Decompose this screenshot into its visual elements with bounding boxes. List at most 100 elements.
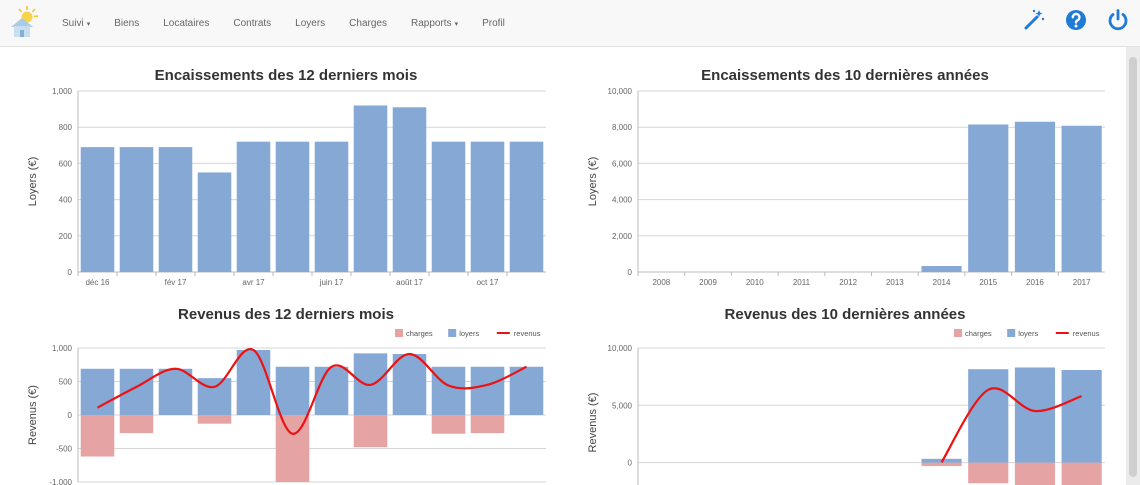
y-tick-label: -1,000 bbox=[49, 478, 72, 485]
bar[interactable] bbox=[80, 147, 115, 272]
x-tick-label: 2009 bbox=[699, 278, 717, 287]
bar[interactable] bbox=[1014, 121, 1056, 272]
caret-down-icon: ▾ bbox=[454, 20, 459, 28]
legend-label: revenus bbox=[1073, 329, 1100, 338]
bar-loyers[interactable] bbox=[392, 354, 427, 415]
bar-charges[interactable] bbox=[921, 462, 962, 467]
bar-loyers[interactable] bbox=[509, 366, 544, 415]
legend-swatch bbox=[395, 329, 403, 337]
x-tick-label: avr 17 bbox=[242, 278, 265, 287]
bar[interactable] bbox=[431, 141, 466, 272]
y-tick-label: 800 bbox=[59, 123, 73, 132]
nav-item-charges[interactable]: Charges bbox=[337, 18, 399, 29]
x-tick-label: 2016 bbox=[1026, 278, 1044, 287]
nav-item-contrats[interactable]: Contrats bbox=[221, 18, 283, 29]
bar-charges[interactable] bbox=[119, 415, 154, 434]
help-icon[interactable] bbox=[1064, 8, 1088, 32]
x-tick-label: 2014 bbox=[933, 278, 951, 287]
x-tick-label: 2013 bbox=[886, 278, 904, 287]
bar[interactable] bbox=[353, 105, 388, 272]
legend-swatch bbox=[448, 329, 457, 337]
bar-charges[interactable] bbox=[1061, 462, 1102, 485]
chart-revenus-12-mois-svg: Revenus des 12 derniers mois -1,000 -500 0 5… bbox=[27, 306, 546, 485]
magic-wand-icon[interactable] bbox=[1022, 8, 1046, 32]
bar[interactable] bbox=[275, 141, 310, 272]
nav-item-label: Charges bbox=[349, 17, 387, 29]
bar[interactable] bbox=[314, 141, 349, 272]
y-tick-label: 500 bbox=[59, 378, 73, 387]
nav-item-suivi[interactable]: Suivi ▾ bbox=[50, 18, 102, 29]
nav-item-loyers[interactable]: Loyers bbox=[283, 18, 337, 29]
line-revenus[interactable] bbox=[940, 387, 1083, 463]
sun-house-logo-icon[interactable] bbox=[8, 5, 40, 39]
nav-item-rapports[interactable]: Rapports ▾ bbox=[399, 18, 470, 29]
legend-swatch bbox=[1007, 329, 1016, 337]
bar-charges[interactable] bbox=[1014, 462, 1056, 485]
bar-loyers[interactable] bbox=[80, 368, 115, 415]
chart-revenus-12-mois: Revenus des 12 derniers mois -1,000 -500 0 5… bbox=[0, 298, 560, 485]
power-icon[interactable] bbox=[1106, 8, 1130, 32]
bar-loyers[interactable] bbox=[275, 366, 310, 415]
bar[interactable] bbox=[470, 141, 505, 272]
bar-charges[interactable] bbox=[353, 415, 388, 448]
chart-title: Revenus des 10 dernières années bbox=[725, 306, 966, 323]
bar-loyers[interactable] bbox=[158, 368, 193, 415]
y-tick-label: 0 bbox=[68, 411, 73, 420]
nav-item-profil[interactable]: Profil bbox=[470, 18, 517, 29]
bar[interactable] bbox=[197, 172, 232, 272]
chart-title: Encaissements des 10 dernières années bbox=[701, 67, 989, 84]
bar-charges[interactable] bbox=[275, 415, 310, 482]
nav-item-label: Profil bbox=[482, 17, 505, 29]
bar-charges[interactable] bbox=[470, 415, 505, 434]
y-tick-label: 200 bbox=[59, 232, 73, 241]
bar[interactable] bbox=[509, 141, 544, 272]
nav-item-biens[interactable]: Biens bbox=[102, 18, 151, 29]
bar-charges[interactable] bbox=[968, 462, 1009, 484]
nav-item-label: Locataires bbox=[163, 17, 210, 29]
bar-loyers[interactable] bbox=[470, 366, 505, 415]
x-tick-label: 2012 bbox=[839, 278, 857, 287]
legend-label: charges bbox=[406, 329, 433, 338]
bar-charges[interactable] bbox=[197, 415, 232, 424]
x-tick-label: 2011 bbox=[793, 278, 811, 287]
y-axis-label: Loyers (€) bbox=[587, 157, 599, 207]
bar-loyers[interactable] bbox=[968, 369, 1009, 463]
nav-item-label: Suivi bbox=[62, 17, 84, 29]
x-tick-label: 2008 bbox=[652, 278, 670, 287]
y-tick-label: 400 bbox=[59, 196, 73, 205]
x-tick-label: déc 16 bbox=[85, 278, 110, 287]
bar-charges[interactable] bbox=[80, 415, 115, 457]
bar[interactable] bbox=[158, 147, 193, 272]
bar-loyers[interactable] bbox=[314, 366, 349, 415]
bar-charges[interactable] bbox=[431, 415, 466, 434]
chart-revenus-10-ans: Revenus des 10 dernières années 0 5,000 10,… bbox=[565, 298, 1125, 485]
bar-loyers[interactable] bbox=[236, 350, 271, 415]
legend-label: charges bbox=[965, 329, 992, 338]
bar[interactable] bbox=[968, 124, 1009, 272]
line-revenus[interactable] bbox=[96, 348, 527, 435]
legend-label: loyers bbox=[1018, 329, 1038, 338]
bar-loyers[interactable] bbox=[431, 366, 466, 415]
y-axis-label: Loyers (€) bbox=[27, 157, 39, 207]
nav-item-locataires[interactable]: Locataires bbox=[151, 18, 221, 29]
bar[interactable] bbox=[392, 107, 427, 272]
bar[interactable] bbox=[1061, 125, 1102, 272]
y-tick-label: 0 bbox=[628, 268, 633, 277]
page-scrollbar[interactable] bbox=[1126, 47, 1140, 485]
bar[interactable] bbox=[921, 266, 962, 272]
y-tick-label: 5,000 bbox=[612, 401, 633, 410]
bar-loyers[interactable] bbox=[1061, 370, 1102, 463]
x-tick-label: oct 17 bbox=[477, 278, 499, 287]
chart-encaissements-12-mois: Encaissements des 12 derniers mois 0 200 40… bbox=[0, 58, 560, 293]
chart-encaissements-12-mois-svg: Encaissements des 12 derniers mois 0 200 40… bbox=[27, 67, 546, 287]
nav-item-label: Contrats bbox=[233, 17, 272, 29]
scrollbar-thumb[interactable] bbox=[1129, 57, 1137, 477]
bar-loyers[interactable] bbox=[1014, 367, 1056, 463]
x-tick-label: 2015 bbox=[979, 278, 997, 287]
legend-label: revenus bbox=[514, 329, 541, 338]
bar[interactable] bbox=[119, 147, 154, 272]
x-tick-label: août 17 bbox=[396, 278, 423, 287]
chart-title: Encaissements des 12 derniers mois bbox=[155, 67, 418, 84]
bar[interactable] bbox=[236, 141, 271, 272]
chart-title: Revenus des 12 derniers mois bbox=[178, 306, 394, 323]
